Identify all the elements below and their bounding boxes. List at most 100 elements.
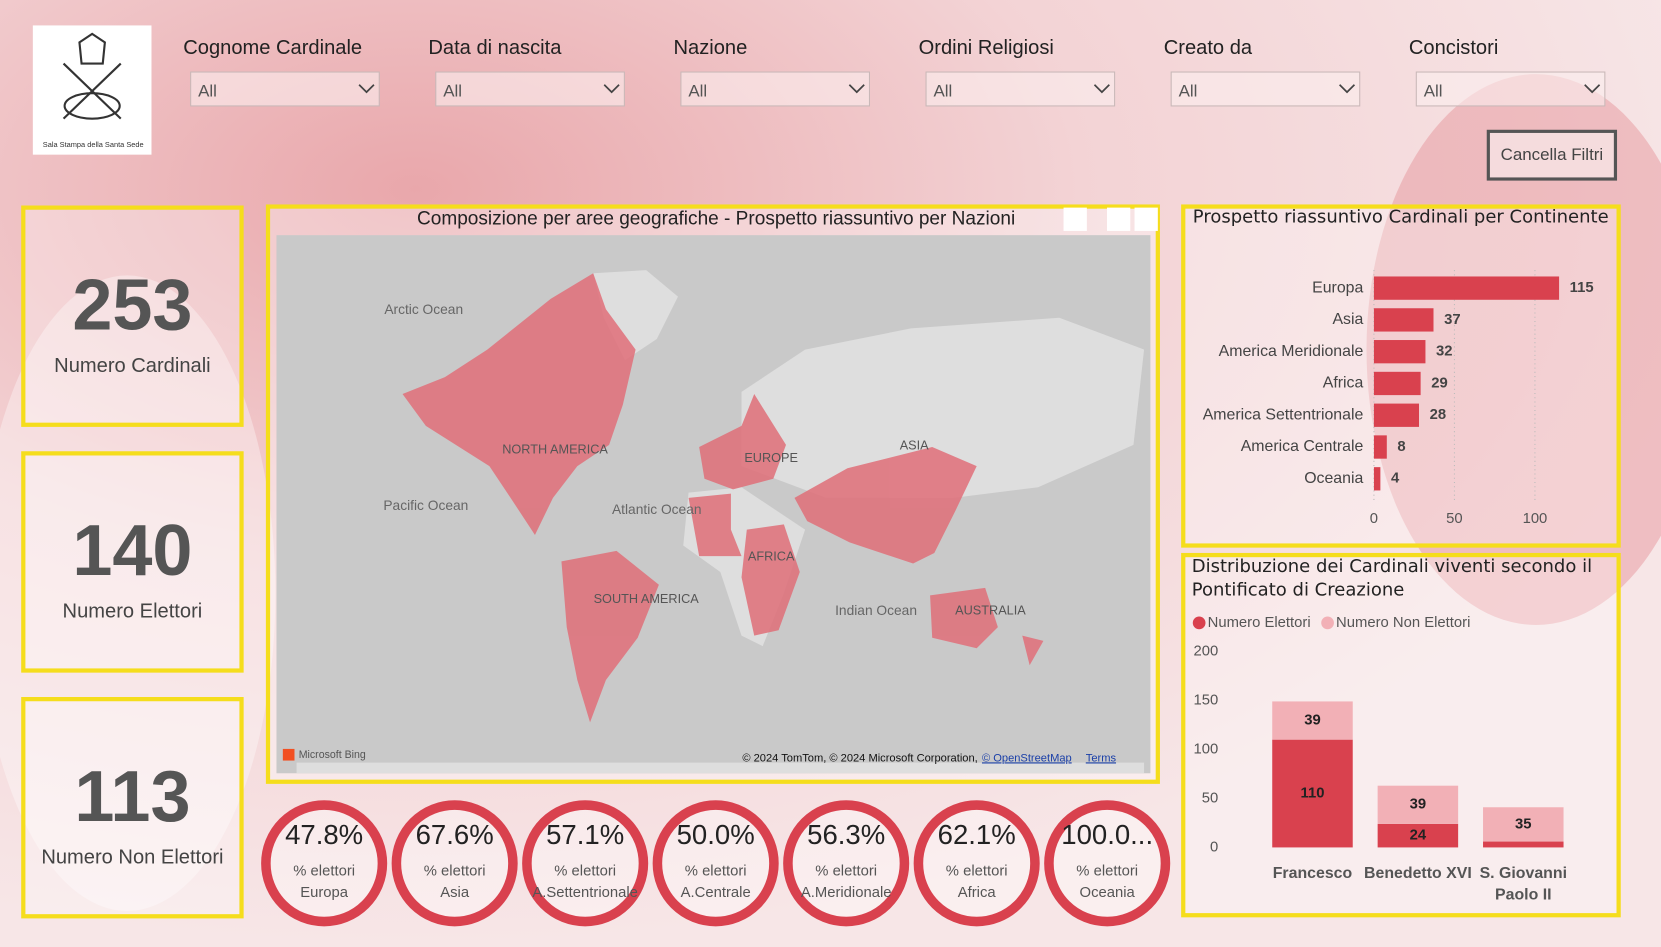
y-tick-label: Oceania xyxy=(1304,470,1363,487)
logo-caption: Sala Stampa della Santa Sede xyxy=(43,140,144,149)
filter-label: Concistori xyxy=(1409,37,1498,59)
gauge-value: 67.6% xyxy=(416,819,494,850)
x-tick-label: 100 xyxy=(1523,511,1548,527)
map-label: SOUTH AMERICA xyxy=(594,591,700,606)
filter-value[interactable]: All xyxy=(443,82,462,101)
chart-title: Distribuzione dei Cardinali viventi seco… xyxy=(1191,556,1593,601)
chart-title: Prospetto riassuntivo Cardinali per Cont… xyxy=(1192,206,1609,228)
gauge-value: 56.3% xyxy=(807,819,885,850)
data-label: 110 xyxy=(1301,785,1325,801)
kpi-card xyxy=(21,205,244,427)
map-label: Atlantic Ocean xyxy=(612,502,702,517)
x-tick-label: Francesco xyxy=(1272,864,1353,883)
map-label: ASIA xyxy=(900,437,929,452)
filter-dropdown[interactable] xyxy=(925,71,1116,107)
pontificate-chart-panel xyxy=(1181,552,1621,918)
map-countries xyxy=(402,273,1044,723)
bar xyxy=(1373,403,1420,427)
filter-dropdown[interactable] xyxy=(190,71,380,107)
x-tick-label-box: Francesco xyxy=(1272,864,1353,883)
data-label: 115 xyxy=(1570,280,1594,296)
gauge-area: Oceania xyxy=(1080,885,1136,901)
data-label: 32 xyxy=(1436,344,1453,360)
map-brand-logo xyxy=(282,748,295,761)
y-tick-label: America Settentrionale xyxy=(1203,406,1364,423)
data-label: 24 xyxy=(1410,828,1427,844)
filter-label: Ordini Religiosi xyxy=(919,37,1054,59)
x-tick-label: Benedetto XVI xyxy=(1364,864,1472,883)
filter-label: Creato da xyxy=(1164,37,1253,59)
gauge-area: A.Settentrionale xyxy=(532,885,638,901)
legend-label: Numero Elettori xyxy=(1208,615,1311,631)
map-link[interactable]: Terms xyxy=(1086,752,1117,764)
filter-value[interactable]: All xyxy=(688,82,707,101)
filter-icon[interactable] xyxy=(1106,207,1131,231)
gauge-value: 50.0% xyxy=(677,819,755,850)
bar-segment xyxy=(1377,823,1459,848)
y-tick-label: Africa xyxy=(1323,375,1364,392)
x-tick-label-box: Benedetto XVI xyxy=(1364,864,1472,883)
filter-dropdown[interactable] xyxy=(1415,71,1606,107)
filter-dropdown[interactable] xyxy=(1170,71,1361,107)
gauge-ring xyxy=(391,800,518,927)
kpi-label: Numero Non Elettori xyxy=(41,846,223,868)
filter-value[interactable]: All xyxy=(1424,82,1443,101)
data-label: 28 xyxy=(1430,407,1447,423)
clear-filters-label[interactable]: Cancella Filtri xyxy=(1501,145,1604,164)
filter-dropdown[interactable] xyxy=(435,71,625,107)
gauge-ring xyxy=(261,800,388,927)
y-tick-label: Asia xyxy=(1332,311,1363,328)
kpi-card xyxy=(21,451,244,673)
data-label: 39 xyxy=(1304,712,1321,728)
map-title: Composizione per aree geografiche - Pros… xyxy=(417,208,1015,229)
info-icon[interactable] xyxy=(1063,207,1087,231)
dropdown-chevron xyxy=(1584,84,1601,94)
map-label: AFRICA xyxy=(748,549,795,564)
gauge-value: 62.1% xyxy=(938,819,1016,850)
filter-value[interactable]: All xyxy=(198,82,217,101)
bar xyxy=(1373,308,1434,332)
map-link[interactable]: © OpenStreetMap xyxy=(982,752,1072,764)
gauge-ring xyxy=(652,800,779,927)
kpi-value: 113 xyxy=(74,757,190,837)
data-label: 29 xyxy=(1431,375,1448,391)
gauge-ring xyxy=(1044,800,1171,927)
map-label: Pacific Ocean xyxy=(383,498,468,513)
data-label: 4 xyxy=(1391,471,1400,487)
bar-segment xyxy=(1483,807,1564,842)
bar xyxy=(1373,435,1387,459)
gauge-value: 47.8% xyxy=(285,819,363,850)
gauge-ring xyxy=(783,800,910,927)
x-tick-label: 0 xyxy=(1370,511,1378,527)
gauge-ring xyxy=(522,800,649,927)
gauge-area: Africa xyxy=(958,885,997,901)
filter-label: Cognome Cardinale xyxy=(183,37,362,59)
gauge-label: % elettori xyxy=(1076,864,1138,880)
dropdown-chevron xyxy=(358,84,375,94)
legend-marker xyxy=(1192,616,1206,630)
focus-icon[interactable] xyxy=(1134,207,1158,231)
map-label: NORTH AMERICA xyxy=(502,442,608,457)
y-tick-label: Europa xyxy=(1312,279,1363,296)
bar-segment xyxy=(1377,785,1459,824)
kpi-label: Numero Cardinali xyxy=(54,355,210,377)
gauge-ring xyxy=(913,800,1040,927)
y-tick-label: 0 xyxy=(1210,839,1218,855)
gauge-label: % elettori xyxy=(815,864,877,880)
dropdown-chevron xyxy=(1093,84,1110,94)
y-tick-label: 50 xyxy=(1202,790,1219,806)
chart-title-box: Prospetto riassuntivo Cardinali per Cont… xyxy=(1192,206,1609,228)
bar xyxy=(1373,340,1426,364)
data-label: 39 xyxy=(1410,797,1427,813)
filter-dropdown[interactable] xyxy=(680,71,871,107)
y-tick-label: 100 xyxy=(1193,741,1218,757)
map-label: Indian Ocean xyxy=(835,603,917,618)
gauge-label: % elettori xyxy=(293,864,355,880)
gauge-label: % elettori xyxy=(685,864,747,880)
filter-value[interactable]: All xyxy=(1179,82,1198,101)
gauge-value: 57.1% xyxy=(546,819,624,850)
gauge-label: % elettori xyxy=(946,864,1008,880)
filter-value[interactable]: All xyxy=(933,82,952,101)
clear-filters-button[interactable] xyxy=(1486,129,1618,181)
